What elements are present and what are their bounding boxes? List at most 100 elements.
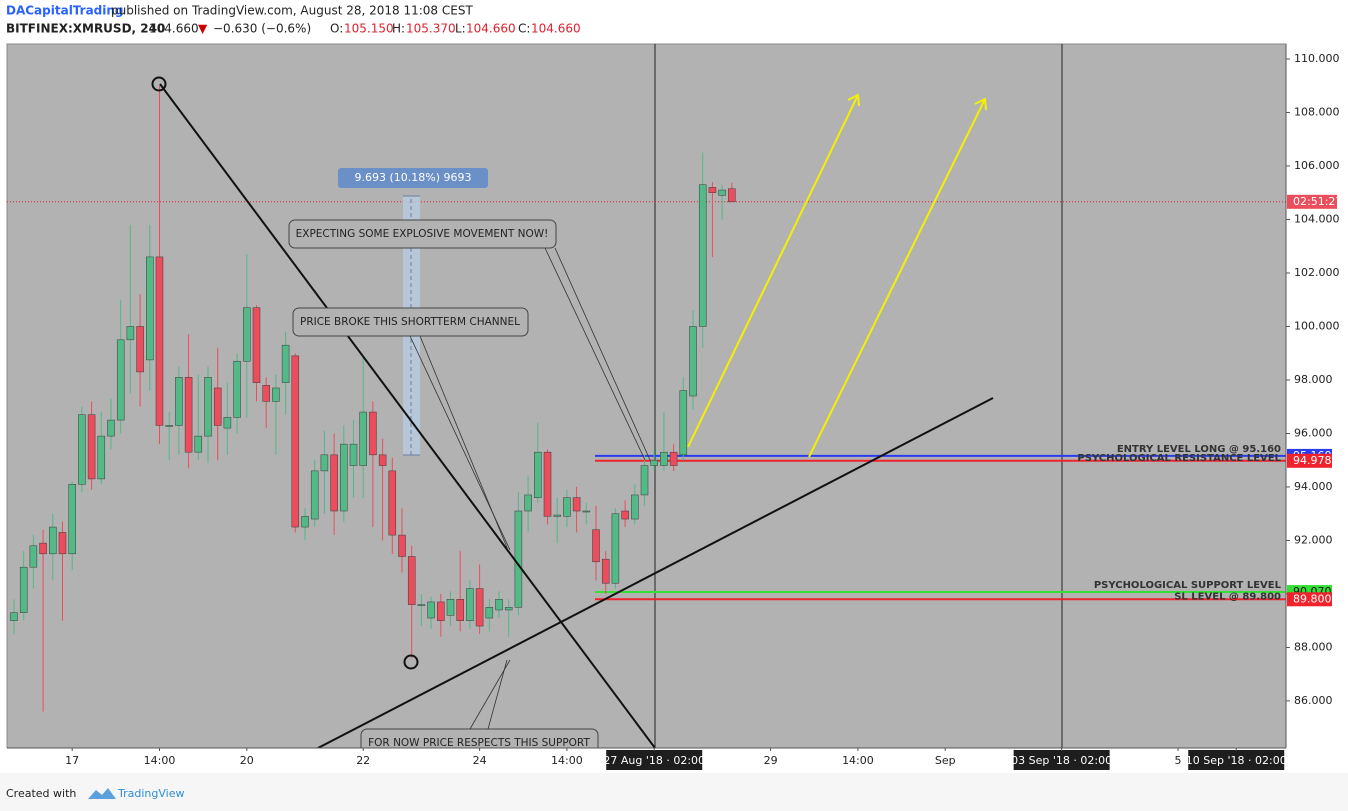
candle-body — [504, 607, 513, 611]
candle-body — [281, 344, 290, 383]
candle-body — [58, 532, 67, 555]
callout: PRICE BROKE THIS SHORTTERM CHANNEL — [300, 316, 520, 328]
candle-body — [679, 390, 688, 456]
candle-body — [572, 497, 581, 512]
candle-body — [611, 513, 620, 584]
candle-body — [437, 601, 445, 621]
candle-body — [698, 184, 707, 327]
candle-body — [543, 451, 552, 517]
y-tick-label: 96.000 — [1294, 426, 1333, 439]
candle-body — [49, 526, 57, 555]
candle-body — [631, 494, 639, 520]
x-tick-label: 17 — [65, 754, 79, 767]
candle-body — [78, 414, 86, 485]
candle-body — [68, 484, 76, 555]
footer-text: Created with — [6, 787, 76, 800]
candle-body — [592, 529, 600, 563]
l: 104.660 — [466, 22, 516, 36]
y-tick-label: 104.000 — [1294, 212, 1340, 225]
measure-label: 9.693 (10.18%) 9693 — [354, 171, 471, 184]
candle-body — [582, 510, 591, 513]
candle-body — [136, 326, 144, 373]
candle-body — [427, 601, 435, 619]
candle-body — [407, 556, 416, 605]
candle-body — [495, 599, 503, 611]
level-label: SL LEVEL @ 89.800 — [1174, 591, 1281, 602]
callout-box — [288, 219, 557, 249]
candle-body — [349, 443, 358, 466]
h-label: H: — [392, 22, 405, 36]
candle-body — [320, 454, 329, 472]
leader — [544, 247, 646, 461]
candle-body — [514, 510, 523, 608]
x-tick-label: 20 — [240, 754, 254, 767]
x-tick-label: 22 — [356, 754, 370, 767]
leaders — [409, 247, 651, 730]
x-tick-label: 10 Sep '18 · 02:00 — [1186, 754, 1287, 767]
trendline — [317, 397, 994, 748]
arrows — [687, 93, 987, 458]
y-tick-label: 92.000 — [1294, 533, 1333, 546]
candle-body — [708, 187, 717, 193]
candle-body — [39, 542, 47, 555]
candle-body — [165, 425, 173, 427]
candle-body — [330, 454, 338, 512]
c-label: C: — [518, 22, 530, 36]
measure-label-bg — [338, 168, 488, 188]
x-tick-box — [1188, 750, 1285, 770]
x-tick-label: 03 Sep '18 · 02:00 — [1011, 754, 1112, 767]
level-tag — [1287, 453, 1332, 468]
candle-body — [485, 607, 494, 619]
brand[interactable]: TradingView — [117, 787, 184, 800]
y-tick-label: 110.000 — [1294, 52, 1340, 65]
leader — [554, 247, 651, 461]
candle-body — [19, 566, 28, 613]
candle-body — [97, 435, 106, 480]
candle-body — [553, 514, 561, 517]
candle-body — [233, 360, 241, 418]
x-tick-box — [606, 750, 703, 770]
x-tick-box — [1013, 750, 1110, 770]
level-label: ENTRY LEVEL LONG @ 95.160 — [1117, 444, 1281, 455]
level-tag-label: 94.978 — [1293, 454, 1332, 467]
candle-body — [10, 612, 18, 621]
candle-body — [194, 435, 203, 453]
candle-body — [524, 494, 532, 512]
h: 105.370 — [406, 22, 456, 36]
candle-body — [660, 451, 668, 466]
last: 104.660 — [149, 22, 199, 36]
candle-body — [291, 355, 300, 528]
candle-body — [204, 377, 212, 437]
y-tick-label: 106.000 — [1294, 159, 1340, 172]
x-tick-label: 14:00 — [551, 754, 583, 767]
candle-body — [475, 588, 484, 627]
price-axis — [1286, 44, 1348, 773]
y-tick-label: 86.000 — [1294, 694, 1333, 707]
level-tag — [1287, 592, 1332, 607]
l-label: L: — [455, 22, 466, 36]
author[interactable]: DACapitalTrading — [6, 4, 124, 18]
candle-body — [213, 387, 222, 426]
symbol: BITFINEX:XMRUSD, 240 — [6, 22, 165, 36]
change: −0.630 (−0.6%) — [213, 22, 311, 36]
leader — [419, 335, 509, 551]
o-label: O: — [330, 22, 343, 36]
candle-body — [146, 256, 154, 361]
candle-body — [640, 465, 649, 496]
candle-body — [272, 387, 280, 402]
candle-body — [126, 326, 135, 341]
x-tick-label: 24 — [473, 754, 487, 767]
x-tick-label: 5 — [1175, 754, 1182, 767]
candle-body — [456, 599, 464, 621]
y-tick-label: 98.000 — [1294, 373, 1333, 386]
plot: EXPECTING SOME EXPLOSIVE MOVEMENT NOW! P… — [7, 44, 1286, 748]
candle-body — [359, 411, 367, 466]
arrow-head — [974, 97, 987, 111]
candle-body — [175, 377, 183, 426]
candle-body — [669, 451, 678, 466]
candle-body — [388, 470, 397, 536]
leader — [487, 659, 508, 730]
x-tick-label: 27 Aug '18 · 02:00 — [603, 754, 705, 767]
marker — [151, 76, 167, 92]
arrow — [687, 94, 859, 448]
